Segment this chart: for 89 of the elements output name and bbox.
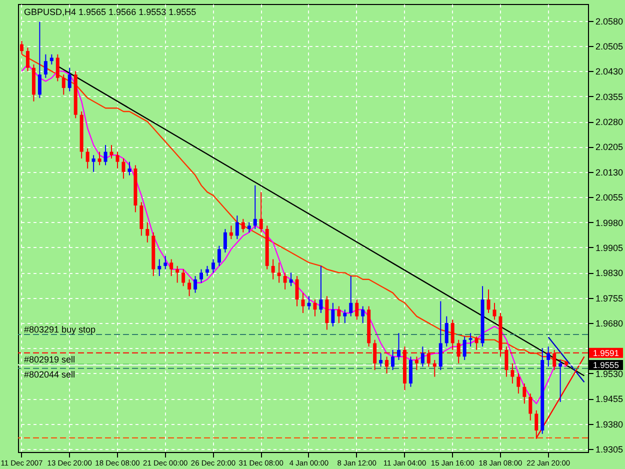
candlestick [235,215,239,240]
candlestick [223,228,227,254]
candlestick [116,151,120,170]
candlestick [379,352,383,368]
ref-line-label: #803291 buy stop [24,324,96,334]
candlestick [397,332,400,360]
y-tick-label: 1.9905 [596,242,624,253]
candlestick [62,74,66,96]
candlestick [414,356,418,371]
candlestick [295,276,299,307]
y-tick-label: 1.9305 [596,444,624,454]
candlestick [26,47,30,72]
chart-title: GBPUSD,H4 1.9565 1.9566 1.9553 1.9555 [24,7,196,17]
candlestick [438,300,442,371]
ref-line-label: 1.9555 [593,360,620,370]
y-tick-label: 2.0280 [596,117,624,128]
candlestick [546,346,550,368]
candlestick [355,299,359,320]
y-tick-label: 2.0055 [596,192,624,203]
candlestick [450,319,454,350]
candlestick [247,222,251,233]
y-tick-label: 2.0580 [596,16,624,26]
candlestick [44,54,48,78]
y-tick-label: 1.9830 [596,268,624,278]
y-tick-label: 2.0505 [596,41,624,52]
candlestick [522,382,526,404]
ref-line-label: 1.9591 [593,348,620,358]
candlestick [200,268,204,284]
candlestick [104,144,108,166]
candlestick [301,292,305,314]
candlestick [122,158,126,180]
candlestick [391,349,395,371]
candlestick [259,192,263,233]
candlestick [182,268,186,287]
candlestick [56,54,60,82]
y-tick-label: 1.9755 [596,293,624,304]
candlestick [158,258,162,277]
candlestick [343,309,347,324]
candlestick [408,356,412,388]
candlestick [217,245,221,266]
candlestick [468,332,472,348]
candlestick [277,262,281,284]
y-tick-label: 2.0355 [596,92,624,102]
candlestick [271,258,275,280]
y-tick-label: 1.9380 [596,419,624,430]
candlestick [128,161,132,176]
candlestick [516,372,520,394]
candlestick [194,276,198,294]
candlestick [146,222,150,243]
candlestick [528,393,532,421]
candlestick [313,299,317,317]
candlestick [420,346,424,368]
candlestick [349,276,353,317]
y-tick-label: 2.0130 [596,167,624,178]
candlestick [98,151,102,166]
y-tick-label: 1.9455 [596,394,624,404]
candlestick [92,154,96,172]
y-tick-label: 1.9680 [596,318,624,329]
candlestick [444,316,448,348]
y-tick-label: 1.9530 [596,368,624,379]
y-tick-label: 2.0205 [596,142,624,152]
candlestick [140,202,144,236]
ref-line-label: #802044 sell [24,369,76,380]
candlestick [474,336,478,350]
candlestick [361,306,365,324]
candlestick [211,258,215,274]
candlestick [319,265,323,314]
candlestick [337,306,341,324]
candlestick [38,21,42,99]
candlestick [241,218,245,233]
candlestick [86,148,90,170]
candlestick [385,356,389,374]
candlestick [68,67,72,92]
ref-line-label: #802919 sell [24,354,76,364]
candlestick [253,184,257,230]
candlestick [20,40,24,55]
candlestick [188,278,192,297]
candlestick [510,362,514,384]
candlestick [170,258,174,277]
candlestick [50,54,54,65]
y-tick-label: 1.9980 [596,218,624,228]
candlestick [486,288,490,314]
candlestick [325,296,329,330]
candlestick [283,272,287,290]
candlestick [331,302,335,327]
y-tick-label: 2.0430 [596,66,624,77]
candlestick [164,255,168,270]
candlestick [492,302,496,320]
candlestick [462,336,466,360]
